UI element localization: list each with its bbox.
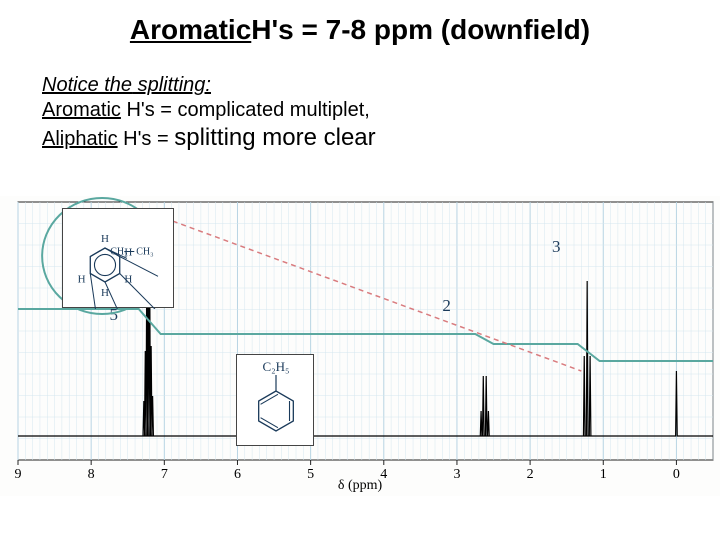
title-underlined: Aromatic	[130, 14, 251, 45]
svg-text:H: H	[101, 287, 109, 299]
nmr-chart: 9876543210523 δ (ppm) HHHHHCH₂CH₃ C₂H₅	[0, 196, 720, 496]
svg-text:C₂H₅: C₂H₅	[262, 359, 289, 374]
page-title: Aromatic H's = 7-8 ppm (downfield)	[0, 14, 720, 46]
svg-text:H: H	[124, 274, 132, 286]
structure-ethylbenzene-h: HHHHHCH₂CH₃	[62, 208, 174, 308]
x-axis-label: δ (ppm)	[0, 478, 720, 494]
svg-text:3: 3	[552, 237, 561, 256]
subtitle-line3: Aliphatic H's = splitting more clear	[42, 124, 720, 152]
svg-text:2: 2	[442, 296, 451, 315]
svg-text:CH₃: CH₃	[136, 247, 153, 258]
subtitle-line1: Notice the splitting:	[42, 74, 720, 97]
svg-text:H: H	[101, 233, 109, 245]
title-rest: H's = 7-8 ppm (downfield)	[251, 14, 590, 46]
subtitle-block: Notice the splitting: Aromatic H's = com…	[42, 74, 720, 152]
svg-text:H: H	[78, 274, 86, 286]
structure-ethylbenzene-skeletal: C₂H₅	[236, 354, 314, 446]
subtitle-line2: Aromatic H's = complicated multiplet,	[42, 99, 720, 122]
